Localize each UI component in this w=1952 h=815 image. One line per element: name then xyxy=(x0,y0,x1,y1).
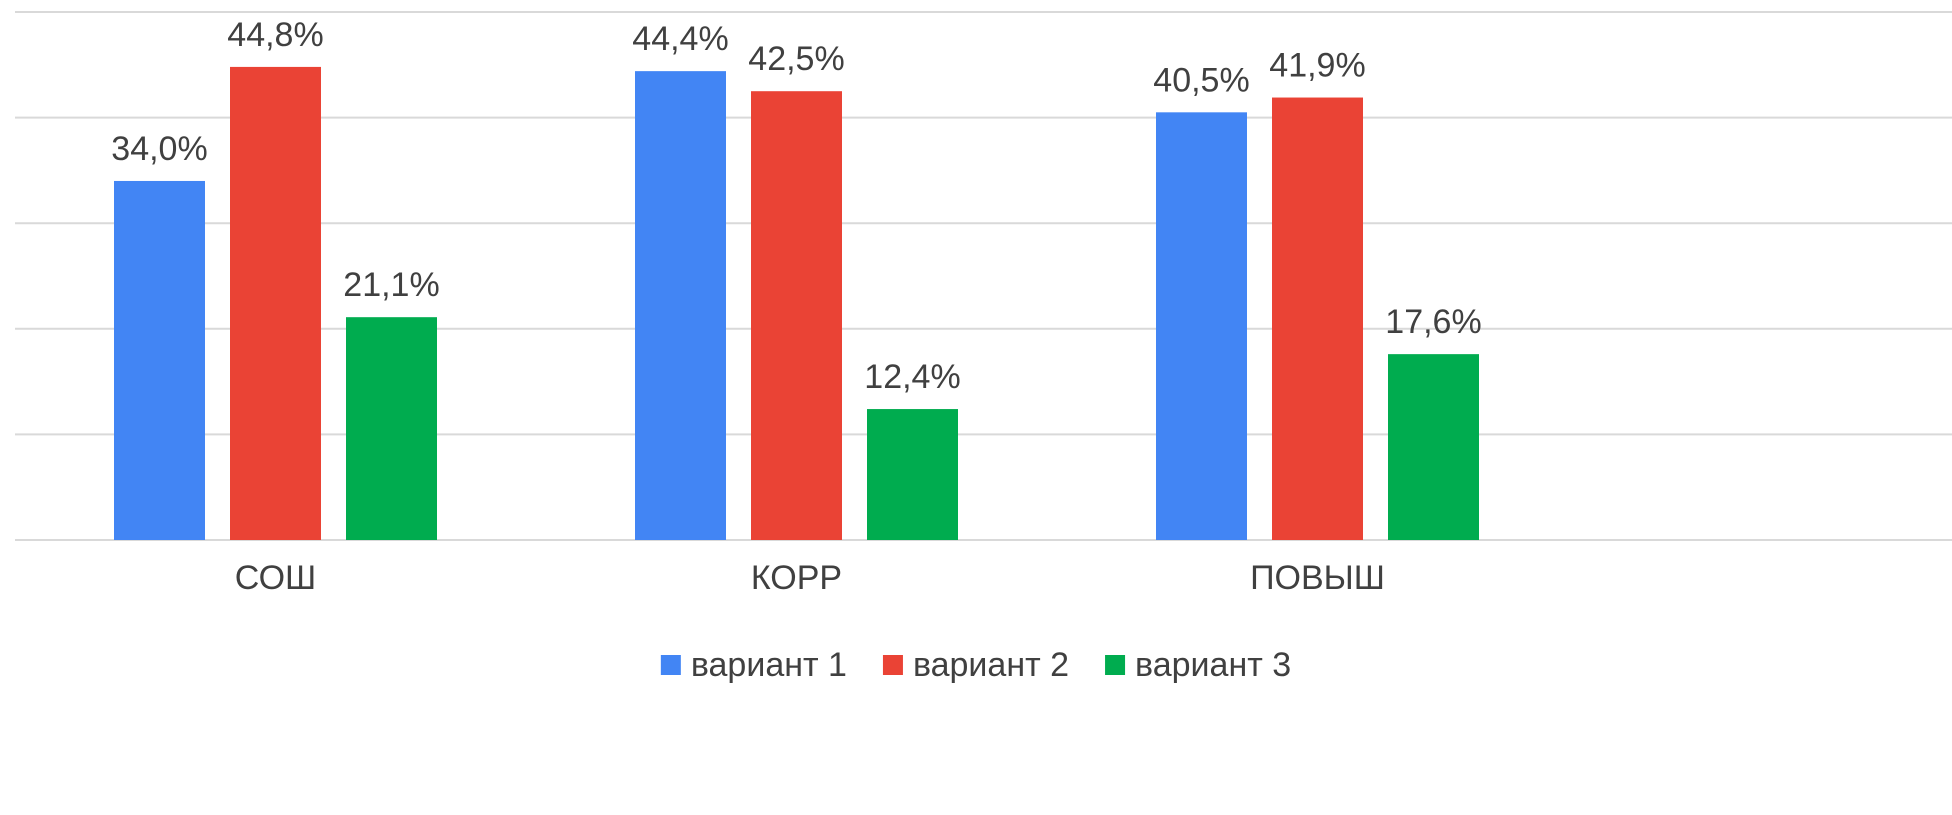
legend-label: вариант 2 xyxy=(913,646,1069,684)
data-label: 21,1% xyxy=(343,266,439,304)
bar xyxy=(751,91,842,540)
bar xyxy=(635,71,726,541)
bar xyxy=(1156,112,1247,540)
legend-label: вариант 1 xyxy=(691,646,847,684)
data-label: 17,6% xyxy=(1385,303,1481,341)
data-label: 44,8% xyxy=(227,16,323,54)
legend-swatch xyxy=(1105,655,1126,675)
legend-label: вариант 3 xyxy=(1135,646,1291,684)
data-label: 41,9% xyxy=(1269,47,1365,85)
x-tick-label: ПОВЫШ xyxy=(1250,559,1385,597)
data-label: 42,5% xyxy=(748,40,844,78)
bar xyxy=(230,66,321,541)
x-tick-label: КОРР xyxy=(751,559,842,597)
bar xyxy=(867,409,958,540)
data-label: 12,4% xyxy=(864,358,960,396)
bar xyxy=(114,180,205,540)
data-label: 44,4% xyxy=(632,20,728,58)
data-label: 40,5% xyxy=(1153,61,1249,99)
legend-swatch xyxy=(660,655,681,675)
x-tick-label: СОШ xyxy=(235,559,316,597)
bar xyxy=(346,317,437,540)
bar xyxy=(1272,97,1363,540)
legend-swatch xyxy=(882,655,903,675)
data-label: 34,0% xyxy=(111,130,207,168)
bar xyxy=(1388,354,1479,540)
